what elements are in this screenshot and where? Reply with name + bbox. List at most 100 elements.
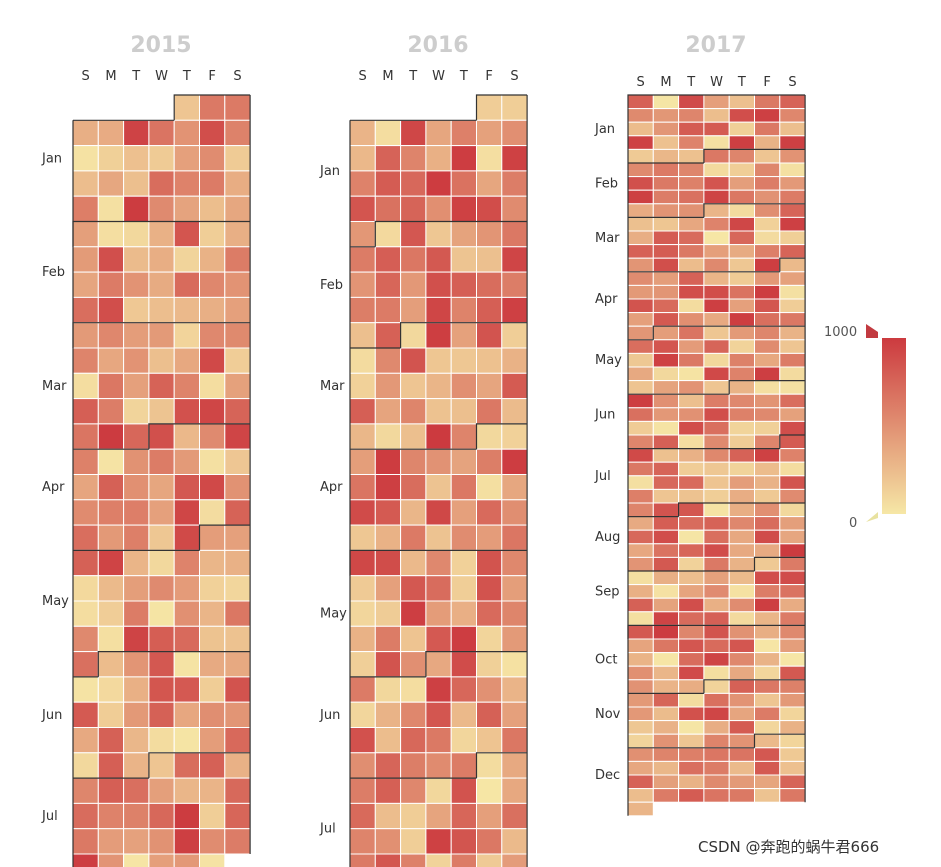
day-cell[interactable] bbox=[476, 119, 503, 147]
day-cell[interactable] bbox=[754, 720, 781, 735]
day-cell[interactable] bbox=[678, 665, 705, 681]
day-cell[interactable] bbox=[627, 529, 654, 545]
day-cell[interactable] bbox=[754, 244, 781, 259]
day-cell[interactable] bbox=[123, 372, 150, 400]
day-cell[interactable] bbox=[400, 600, 427, 627]
day-cell[interactable] bbox=[425, 575, 452, 602]
day-cell[interactable] bbox=[703, 529, 730, 545]
day-cell[interactable] bbox=[97, 600, 125, 627]
day-cell[interactable] bbox=[754, 162, 781, 178]
day-cell[interactable] bbox=[754, 108, 781, 123]
day-cell[interactable] bbox=[425, 474, 452, 501]
day-cell[interactable] bbox=[72, 423, 99, 450]
day-cell[interactable] bbox=[199, 195, 226, 222]
day-cell[interactable] bbox=[148, 347, 175, 374]
day-cell[interactable] bbox=[123, 322, 150, 349]
day-cell[interactable] bbox=[224, 221, 251, 248]
day-cell[interactable] bbox=[627, 665, 654, 681]
day-cell[interactable] bbox=[728, 597, 756, 613]
day-cell[interactable] bbox=[779, 420, 806, 436]
day-cell[interactable] bbox=[199, 347, 226, 374]
day-cell[interactable] bbox=[97, 296, 125, 324]
day-cell[interactable] bbox=[703, 135, 730, 150]
day-cell[interactable] bbox=[754, 121, 781, 137]
day-cell[interactable] bbox=[148, 828, 175, 855]
day-cell[interactable] bbox=[400, 777, 427, 804]
day-cell[interactable] bbox=[678, 121, 705, 137]
day-cell[interactable] bbox=[450, 246, 478, 273]
day-cell[interactable] bbox=[476, 727, 503, 754]
day-cell[interactable] bbox=[224, 398, 251, 425]
day-cell[interactable] bbox=[72, 246, 99, 273]
day-cell[interactable] bbox=[754, 189, 781, 205]
day-cell[interactable] bbox=[400, 524, 427, 551]
day-cell[interactable] bbox=[728, 502, 756, 518]
day-cell[interactable] bbox=[450, 524, 478, 551]
day-cell[interactable] bbox=[199, 853, 226, 867]
day-cell[interactable] bbox=[450, 600, 478, 627]
day-cell[interactable] bbox=[728, 788, 756, 803]
day-cell[interactable] bbox=[97, 727, 125, 754]
day-cell[interactable] bbox=[728, 339, 756, 354]
day-cell[interactable] bbox=[199, 296, 226, 324]
visual-map-handle-bottom[interactable] bbox=[866, 512, 878, 522]
day-cell[interactable] bbox=[627, 448, 654, 463]
day-cell[interactable] bbox=[199, 271, 226, 298]
day-cell[interactable] bbox=[754, 380, 781, 395]
day-cell[interactable] bbox=[678, 271, 705, 286]
day-cell[interactable] bbox=[703, 203, 730, 218]
day-cell[interactable] bbox=[123, 853, 150, 867]
day-cell[interactable] bbox=[501, 524, 528, 551]
day-cell[interactable] bbox=[400, 499, 427, 526]
day-cell[interactable] bbox=[374, 625, 402, 653]
day-cell[interactable] bbox=[199, 727, 226, 754]
day-cell[interactable] bbox=[754, 203, 781, 218]
day-cell[interactable] bbox=[652, 720, 680, 735]
day-cell[interactable] bbox=[703, 461, 730, 477]
day-cell[interactable] bbox=[450, 625, 478, 653]
day-cell[interactable] bbox=[754, 352, 781, 368]
day-cell[interactable] bbox=[224, 676, 251, 703]
day-cell[interactable] bbox=[199, 474, 226, 501]
day-cell[interactable] bbox=[678, 733, 705, 749]
day-cell[interactable] bbox=[374, 448, 402, 476]
day-cell[interactable] bbox=[652, 325, 680, 341]
day-cell[interactable] bbox=[652, 529, 680, 545]
day-cell[interactable] bbox=[627, 298, 654, 314]
day-cell[interactable] bbox=[627, 176, 654, 191]
day-cell[interactable] bbox=[199, 423, 226, 450]
day-cell[interactable] bbox=[678, 747, 705, 762]
day-cell[interactable] bbox=[652, 638, 680, 654]
day-cell[interactable] bbox=[627, 189, 654, 205]
day-cell[interactable] bbox=[627, 312, 654, 327]
day-cell[interactable] bbox=[652, 407, 680, 422]
day-cell[interactable] bbox=[703, 584, 730, 599]
day-cell[interactable] bbox=[224, 575, 251, 602]
day-cell[interactable] bbox=[450, 221, 478, 248]
day-cell[interactable] bbox=[703, 339, 730, 354]
day-cell[interactable] bbox=[728, 298, 756, 314]
day-cell[interactable] bbox=[754, 230, 781, 246]
day-cell[interactable] bbox=[224, 600, 251, 627]
day-cell[interactable] bbox=[97, 524, 125, 551]
day-cell[interactable] bbox=[374, 195, 402, 222]
day-cell[interactable] bbox=[678, 230, 705, 246]
day-cell[interactable] bbox=[652, 94, 680, 110]
day-cell[interactable] bbox=[148, 752, 175, 779]
day-cell[interactable] bbox=[678, 148, 705, 164]
day-cell[interactable] bbox=[779, 774, 806, 790]
visual-map-handle-top[interactable] bbox=[866, 324, 878, 338]
day-cell[interactable] bbox=[779, 339, 806, 354]
day-cell[interactable] bbox=[374, 246, 402, 273]
day-cell[interactable] bbox=[173, 170, 200, 197]
day-cell[interactable] bbox=[703, 284, 730, 300]
day-cell[interactable] bbox=[728, 760, 756, 776]
day-cell[interactable] bbox=[703, 720, 730, 735]
day-cell[interactable] bbox=[450, 549, 478, 577]
day-cell[interactable] bbox=[627, 720, 654, 735]
day-cell[interactable] bbox=[678, 366, 705, 382]
day-cell[interactable] bbox=[703, 448, 730, 463]
day-cell[interactable] bbox=[728, 94, 756, 110]
day-cell[interactable] bbox=[652, 189, 680, 205]
day-cell[interactable] bbox=[450, 701, 478, 729]
